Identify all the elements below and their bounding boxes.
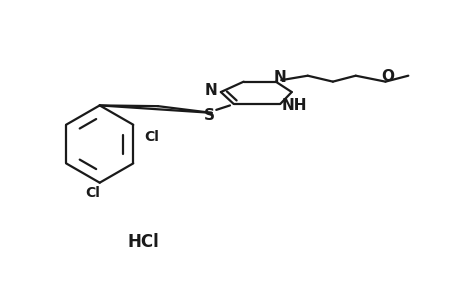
Text: O: O (381, 69, 393, 84)
Text: N: N (204, 83, 217, 98)
Text: NH: NH (280, 98, 306, 113)
Text: Cl: Cl (85, 186, 100, 200)
Text: Cl: Cl (144, 130, 159, 144)
Text: N: N (273, 70, 286, 85)
Text: HCl: HCl (127, 233, 159, 251)
Text: S: S (203, 108, 214, 123)
